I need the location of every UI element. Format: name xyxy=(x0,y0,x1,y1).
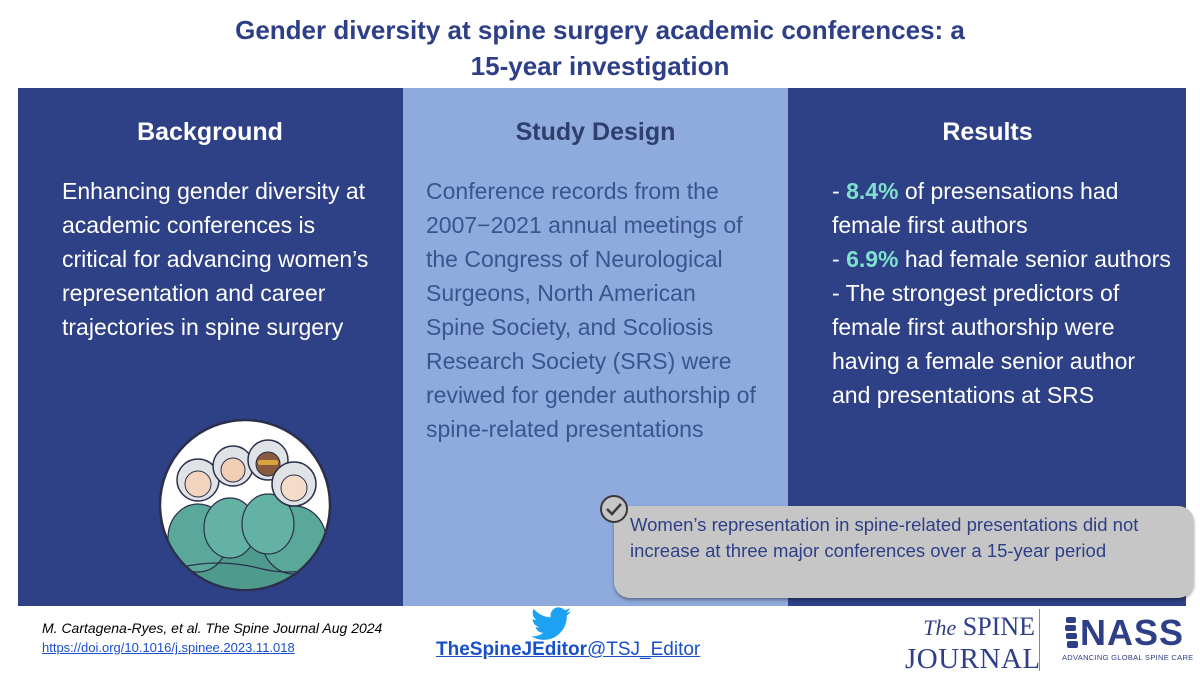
nass-spine-logo-icon xyxy=(1065,617,1078,648)
result-senior-authors: - 6.9% had female senior authors xyxy=(832,242,1177,276)
results-panel: Results - 8.4% of presensations had fema… xyxy=(789,88,1186,606)
result-predictors: - The strongest predictors of female fir… xyxy=(832,280,1136,408)
results-text: - 8.4% of presensations had female first… xyxy=(832,174,1177,412)
journal-the: The xyxy=(923,615,957,640)
result-2-value: 6.9% xyxy=(846,246,899,272)
result-first-authors: - 8.4% of presensations had female first… xyxy=(832,174,1177,242)
background-panel: Background Enhancing gender diversity at… xyxy=(18,88,402,606)
handle-bold: TheSpineJEditor xyxy=(436,639,587,660)
result-1-suffix: of presensations had female first author… xyxy=(832,178,1119,238)
handle-rest: @TSJ_Editor xyxy=(586,639,701,660)
conclusion-text: Women’s representation in spine-related … xyxy=(630,514,1139,561)
doi-link[interactable]: https://doi.org/10.1016/j.spinee.2023.11… xyxy=(42,640,295,655)
nass-tagline: ADVANCING GLOBAL SPINE CARE xyxy=(1062,653,1194,662)
twitter-handle-link[interactable]: TheSpineJEditor@TSJ_Editor xyxy=(436,639,700,661)
surgeons-illustration xyxy=(158,418,332,592)
conclusion-box: Women’s representation in spine-related … xyxy=(614,506,1194,598)
journal-spine: SPINE xyxy=(962,612,1035,641)
check-circle-icon xyxy=(600,495,628,523)
logo-divider xyxy=(1039,609,1040,671)
title-line-2: 15-year investigation xyxy=(470,51,730,81)
nass-name: NASS xyxy=(1080,612,1185,653)
conclusion-callout: Women’s representation in spine-related … xyxy=(614,506,1200,600)
citation: M. Cartagena-Ryes, et al. The Spine Jour… xyxy=(42,620,383,636)
background-text: Enhancing gender diversity at academic c… xyxy=(62,178,369,340)
result-2-suffix: had female senior authors xyxy=(898,246,1171,272)
twitter-bird-icon xyxy=(531,607,571,640)
result-1-prefix: - xyxy=(832,178,847,204)
page-title: Gender diversity at spine surgery academ… xyxy=(0,12,1200,84)
background-heading: Background xyxy=(137,118,283,146)
results-heading: Results xyxy=(942,118,1033,146)
result-1-value: 8.4% xyxy=(846,178,899,204)
study-design-panel: Study Design Conference records from the… xyxy=(403,88,788,606)
title-line-1: Gender diversity at spine surgery academ… xyxy=(235,15,965,45)
journal-word: JOURNAL xyxy=(905,643,1041,675)
study-design-text: Conference records from the 2007−2021 an… xyxy=(426,178,756,442)
spine-journal-logo: The SPINE JOURNAL xyxy=(905,612,1041,675)
nass-logo: NASS ADVANCING GLOBAL SPINE CARE xyxy=(1060,612,1193,667)
result-2-prefix: - xyxy=(832,246,847,272)
study-design-heading: Study Design xyxy=(515,118,676,146)
